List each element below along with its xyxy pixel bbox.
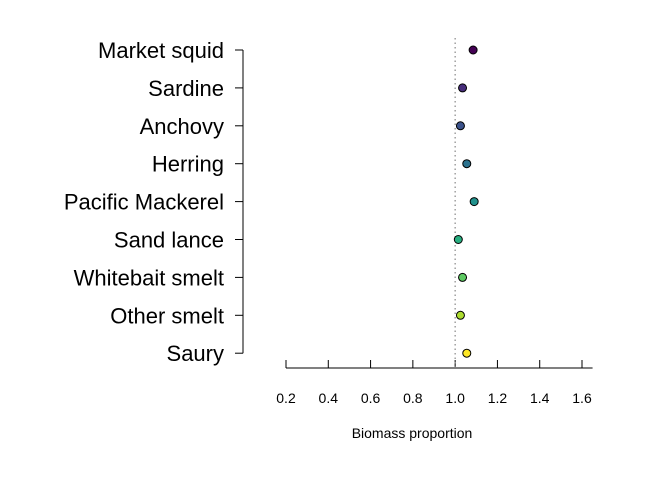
data-points bbox=[453, 45, 479, 358]
category-label: Sand lance bbox=[114, 228, 224, 253]
x-tick-label: 1.6 bbox=[572, 390, 592, 406]
data-point bbox=[462, 159, 472, 169]
category-label: Herring bbox=[152, 152, 224, 177]
data-point bbox=[469, 197, 479, 207]
data-point bbox=[462, 348, 472, 358]
x-tick-label: 1.0 bbox=[445, 390, 465, 406]
category-label: Market squid bbox=[98, 38, 224, 63]
category-label: Sardine bbox=[148, 76, 224, 101]
data-point bbox=[455, 310, 465, 320]
x-tick-label: 1.2 bbox=[488, 390, 508, 406]
data-point bbox=[458, 83, 468, 93]
data-point bbox=[468, 45, 478, 55]
data-point bbox=[453, 235, 463, 244]
x-axis-title: Biomass proportion bbox=[352, 425, 473, 441]
category-label: Pacific Mackerel bbox=[64, 190, 224, 215]
category-label: Saury bbox=[167, 341, 224, 366]
x-tick-label: 0.8 bbox=[403, 390, 423, 406]
x-tick-label: 0.6 bbox=[361, 390, 381, 406]
category-label: Whitebait smelt bbox=[74, 265, 224, 290]
y-axis: Market squid Sardine Anchovy Herring Pacific… bbox=[64, 38, 244, 366]
x-tick-label: 0.4 bbox=[319, 390, 339, 406]
x-axis: 0.2 0.4 0.6 0.8 1.0 1.2 1.4 1.6 bbox=[276, 360, 593, 406]
x-tick-label: 1.4 bbox=[530, 390, 550, 406]
data-point bbox=[455, 121, 465, 131]
data-point bbox=[458, 272, 468, 282]
x-tick-label: 0.2 bbox=[276, 390, 296, 406]
category-label: Anchovy bbox=[140, 114, 224, 139]
category-label: Other smelt bbox=[110, 303, 224, 328]
